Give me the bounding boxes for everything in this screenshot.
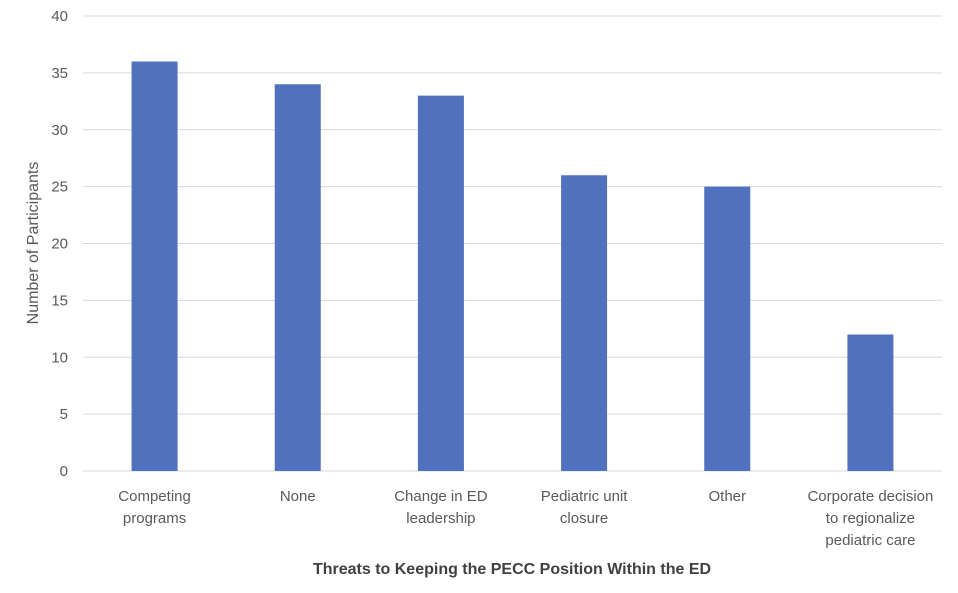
gridlines bbox=[83, 15, 942, 472]
x-tick-label: Change in ED bbox=[394, 488, 488, 505]
y-tick-label: 5 bbox=[60, 406, 68, 423]
x-tick-label: None bbox=[280, 488, 316, 505]
bar bbox=[417, 95, 464, 471]
x-tick-label: Pediatric unit bbox=[541, 488, 629, 505]
y-tick-label: 20 bbox=[51, 236, 68, 253]
bar bbox=[274, 84, 321, 471]
y-tick-label: 15 bbox=[51, 292, 68, 309]
y-tick-label: 25 bbox=[51, 179, 68, 196]
x-axis-categories: Competing programs None Change in ED leaders… bbox=[118, 488, 933, 549]
y-axis-ticks: 0 5 10 15 20 25 30 35 40 bbox=[51, 8, 68, 480]
y-axis-title: Number of Participants bbox=[25, 162, 42, 325]
y-tick-label: 0 bbox=[60, 463, 68, 480]
x-tick-label: Competing bbox=[118, 488, 191, 505]
y-tick-label: 35 bbox=[51, 65, 68, 82]
bar bbox=[704, 186, 751, 471]
x-tick-label: closure bbox=[560, 510, 608, 527]
x-tick-label: leadership bbox=[406, 510, 475, 527]
x-axis-title: Threats to Keeping the PECC Position Wit… bbox=[313, 561, 711, 578]
y-tick-label: 40 bbox=[51, 8, 68, 25]
x-tick-label: Other bbox=[708, 488, 746, 505]
x-tick-label: to regionalize bbox=[826, 510, 915, 527]
bar bbox=[131, 61, 178, 471]
bars bbox=[131, 61, 894, 471]
y-tick-label: 10 bbox=[51, 349, 68, 366]
bar bbox=[561, 175, 608, 471]
bar bbox=[847, 334, 894, 471]
y-tick-label: 30 bbox=[51, 122, 68, 139]
x-tick-label: Corporate decision bbox=[807, 488, 933, 505]
x-tick-label: pediatric care bbox=[825, 532, 915, 549]
x-tick-label: programs bbox=[123, 510, 186, 527]
